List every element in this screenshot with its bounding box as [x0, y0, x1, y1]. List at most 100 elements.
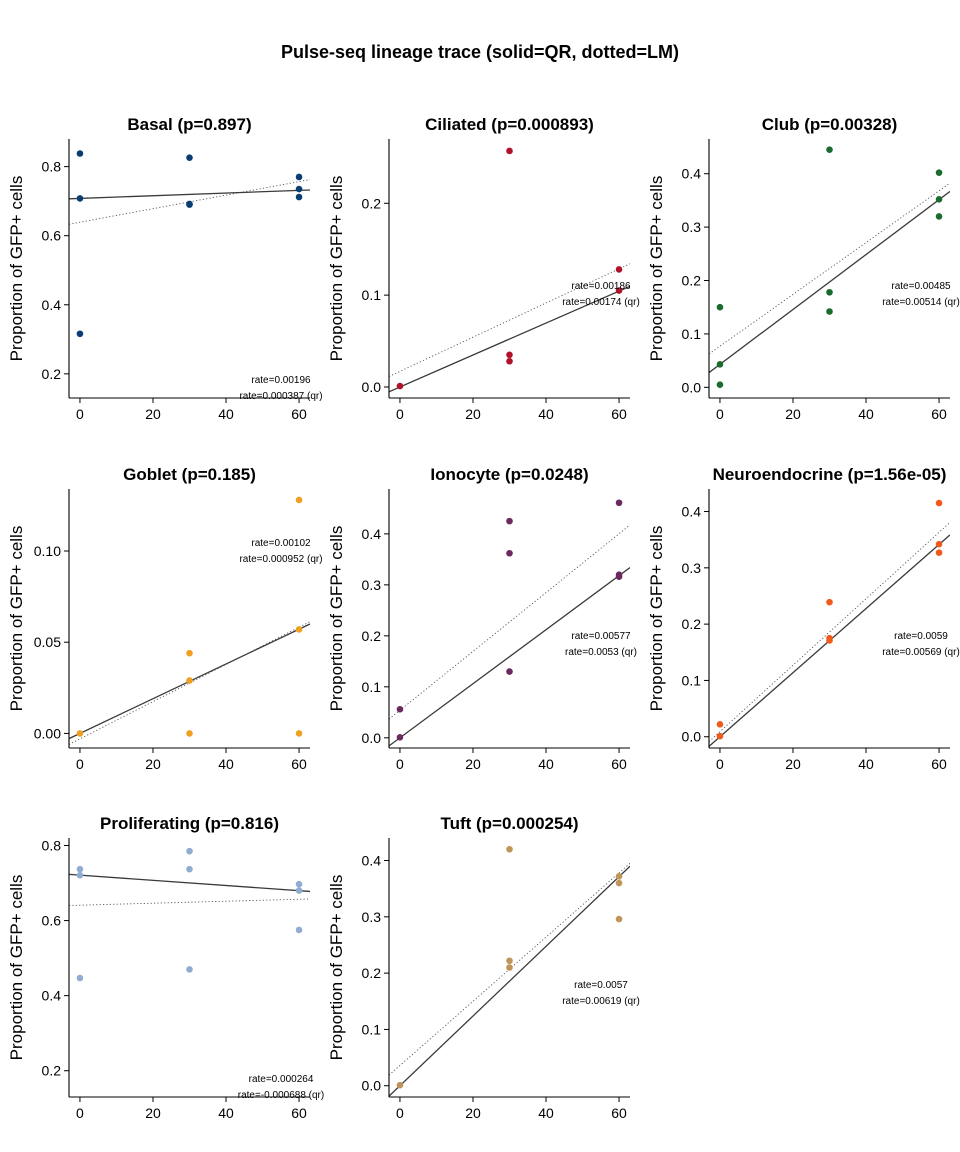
y-tick-label: 0.0: [362, 730, 382, 746]
y-tick-label: 0.1: [362, 1021, 382, 1037]
x-tick-label: 20: [145, 756, 161, 772]
x-tick-label: 60: [611, 1105, 627, 1121]
lm-rate-annotation: rate=0.0057: [574, 980, 628, 991]
data-point: [935, 540, 943, 548]
x-tick-label: 0: [76, 1105, 84, 1121]
data-point: [716, 361, 724, 368]
y-tick-label: 0.0: [362, 1078, 382, 1094]
data-point: [826, 288, 833, 296]
qr-rate-annotation: rate=0.00569 (qr): [882, 647, 960, 658]
data-point: [506, 957, 513, 965]
x-tick-label: 60: [611, 406, 627, 422]
qr-fit-line: [709, 190, 950, 374]
y-tick-label: 0.3: [362, 577, 382, 593]
data-point: [76, 974, 84, 982]
panel: Club (p=0.00328) Proportion of GFP+ cells…: [647, 115, 960, 422]
data-point: [615, 573, 623, 580]
y-axis-label: Proportion of GFP+ cells: [7, 526, 26, 712]
y-tick-label: 0.00: [34, 725, 61, 741]
panel-title: Goblet (p=0.185): [123, 465, 256, 484]
y-tick-label: 0.1: [682, 672, 702, 688]
data-point: [186, 649, 193, 657]
x-tick-label: 40: [858, 756, 874, 772]
data-point: [506, 351, 513, 359]
data-point: [186, 966, 193, 973]
data-point: [295, 626, 303, 633]
y-tick-label: 0.3: [362, 909, 382, 925]
qr-rate-annotation: rate=-0.000688 (qr): [238, 1090, 324, 1101]
x-tick-label: 20: [145, 1105, 161, 1121]
x-tick-label: 40: [538, 1105, 554, 1121]
x-tick-label: 20: [465, 756, 481, 772]
x-tick-label: 20: [785, 406, 801, 422]
x-tick-label: 20: [785, 756, 801, 772]
lm-fit-line: [69, 898, 310, 906]
x-tick-label: 0: [716, 756, 724, 772]
x-tick-label: 60: [931, 756, 947, 772]
data-point: [186, 730, 193, 737]
lm-fit-line: [709, 182, 950, 355]
lm-rate-annotation: rate=0.00485: [891, 281, 951, 292]
y-tick-label: 0.2: [682, 273, 702, 289]
data-point: [826, 308, 833, 315]
data-point: [186, 865, 193, 873]
data-point: [935, 213, 943, 220]
qr-rate-annotation: rate=0.00514 (qr): [882, 297, 960, 308]
y-axis-label: Proportion of GFP+ cells: [7, 875, 26, 1061]
x-tick-label: 40: [218, 756, 234, 772]
lm-fit-line: [389, 263, 630, 377]
y-tick-label: 0.2: [362, 628, 382, 644]
qr-rate-annotation: rate=0.00174 (qr): [562, 297, 640, 308]
data-point: [295, 887, 303, 894]
data-point: [826, 146, 833, 153]
data-point: [76, 871, 84, 879]
x-tick-label: 0: [396, 406, 404, 422]
panel: Basal (p=0.897) Proportion of GFP+ cells 0…: [7, 115, 323, 422]
y-tick-label: 0.4: [42, 297, 62, 313]
lm-rate-annotation: rate=0.00196: [251, 375, 311, 386]
data-point: [76, 730, 84, 737]
lm-rate-annotation: rate=0.00186: [571, 281, 631, 292]
data-point: [186, 154, 193, 161]
x-tick-label: 60: [291, 406, 307, 422]
data-point: [295, 926, 303, 934]
y-tick-label: 0.1: [362, 679, 382, 695]
y-axis-label: Proportion of GFP+ cells: [7, 176, 26, 362]
x-tick-label: 0: [396, 1105, 404, 1121]
data-point: [506, 964, 513, 971]
lm-rate-annotation: rate=0.0059: [894, 631, 948, 642]
x-tick-label: 40: [858, 406, 874, 422]
panel-title: Ciliated (p=0.000893): [425, 115, 594, 134]
data-point: [935, 169, 943, 176]
x-tick-label: 20: [465, 1105, 481, 1121]
y-tick-label: 0.1: [362, 287, 382, 303]
x-tick-label: 0: [76, 406, 84, 422]
x-tick-label: 20: [465, 406, 481, 422]
data-point: [295, 880, 303, 888]
qr-fit-line: [389, 567, 630, 747]
data-point: [76, 150, 84, 157]
data-point: [615, 499, 623, 507]
data-point: [826, 637, 833, 644]
y-tick-label: 0.6: [42, 913, 62, 929]
y-tick-label: 0.2: [42, 1063, 62, 1079]
y-tick-label: 0.10: [34, 543, 61, 559]
panel: Ionocyte (p=0.0248) Proportion of GFP+ ce…: [327, 465, 637, 772]
data-point: [396, 733, 404, 741]
y-tick-label: 0.2: [42, 366, 62, 382]
data-point: [295, 193, 303, 201]
y-axis-label: Proportion of GFP+ cells: [647, 176, 666, 362]
figure-title: Pulse-seq lineage trace (solid=QR, dotte…: [280, 42, 680, 62]
y-axis-label: Proportion of GFP+ cells: [327, 526, 346, 712]
data-point: [396, 705, 404, 713]
data-point: [396, 1081, 404, 1089]
data-point: [76, 195, 84, 202]
data-point: [295, 730, 303, 737]
y-tick-label: 0.2: [682, 616, 702, 632]
y-tick-label: 0.0: [682, 729, 702, 745]
x-tick-label: 40: [538, 406, 554, 422]
data-point: [615, 879, 623, 887]
y-axis-label: Proportion of GFP+ cells: [327, 176, 346, 362]
panel: Proliferating (p=0.816) Proportion of GFP…: [7, 814, 324, 1121]
qr-rate-annotation: rate=0.000952 (qr): [239, 554, 322, 565]
